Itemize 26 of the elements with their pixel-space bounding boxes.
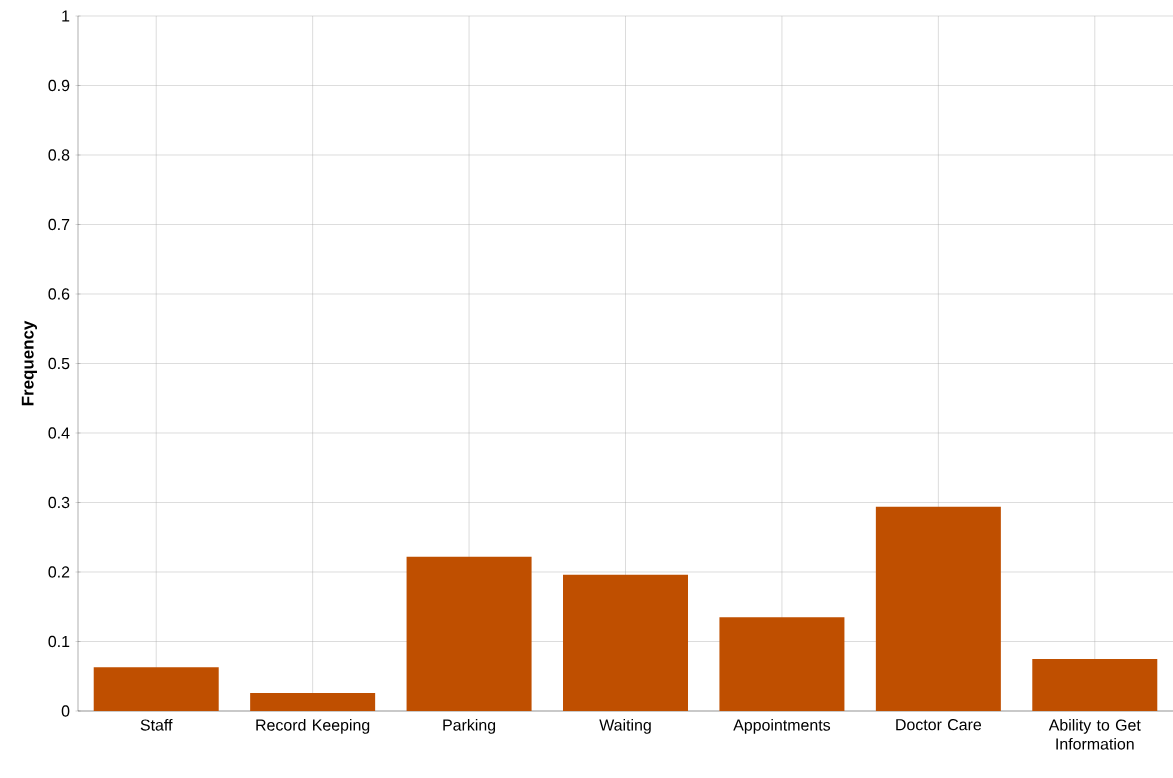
x-tick-label: Waiting: [599, 719, 651, 734]
y-tick-label: 0.1: [48, 635, 70, 648]
y-tick-label: 0.3: [48, 496, 70, 509]
bar: [250, 692, 376, 711]
y-tick-label: 0.5: [48, 357, 70, 370]
x-tick-label: Appointments: [733, 719, 831, 734]
x-tick-label: Ability to Get Information: [1048, 719, 1141, 750]
x-tick-label: Parking: [443, 719, 496, 734]
y-tick-label: 0.8: [48, 149, 70, 161]
x-tick-label: Record Keeping: [256, 719, 370, 734]
bar: [563, 574, 688, 711]
x-tick-label: Staff: [140, 719, 173, 731]
y-tick-label: 0.7: [48, 218, 70, 231]
bar: [875, 506, 1001, 711]
y-tick-label: 0.9: [48, 79, 70, 92]
y-tick-label: 0.2: [48, 566, 70, 578]
bar: [719, 617, 845, 711]
y-tick-label: 0.6: [48, 288, 70, 300]
bar: [406, 556, 532, 711]
y-tick-label: 1: [62, 10, 70, 22]
bar: [1032, 658, 1158, 711]
y-tick-label: 0.4: [48, 427, 70, 439]
y-tick-label: 0: [61, 705, 70, 717]
y-axis-title: Frequency: [21, 320, 37, 406]
x-tick-label: Doctor Care: [896, 719, 982, 731]
bar: [93, 667, 219, 711]
